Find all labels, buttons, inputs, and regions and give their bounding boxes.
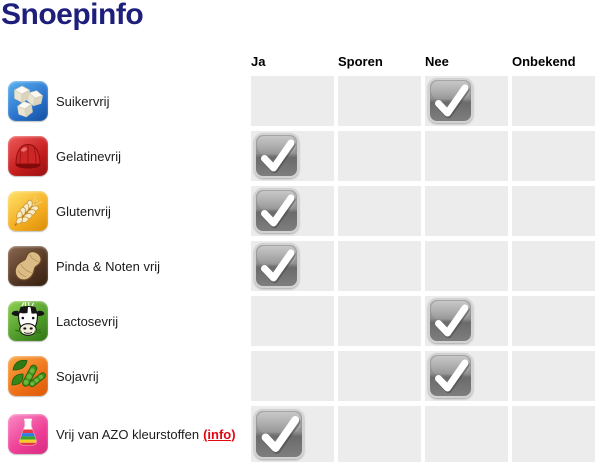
jelly-art (15, 143, 41, 169)
column-header-sporen: Sporen (338, 54, 383, 69)
checkmark-icon (254, 133, 299, 178)
table-cell (425, 241, 508, 291)
table-cell (512, 241, 595, 291)
wheat-icon (8, 191, 48, 231)
checkmark-glyph (435, 304, 470, 339)
sugar-cubes-icon (8, 81, 48, 121)
table-cell (338, 76, 421, 126)
row-label-sojavrij: Sojavrij (56, 368, 99, 384)
checkmark-glyph (261, 139, 296, 174)
row-label-azo-group: Vrij van AZO kleurstoffen (info) (56, 406, 246, 462)
cow-art (11, 301, 45, 336)
table-cell (338, 351, 421, 401)
checkmark-icon (254, 243, 299, 288)
column-header-ja: Ja (251, 54, 266, 69)
column-header-onbekend: Onbekend (512, 54, 576, 69)
flask-art (19, 418, 37, 446)
checkmark-icon (428, 298, 473, 343)
table-cell (338, 296, 421, 346)
cow-icon (8, 301, 48, 341)
table-cell (251, 351, 334, 401)
soy-pods-art (11, 359, 46, 388)
table-cell (425, 186, 508, 236)
checkmark-icon (428, 78, 473, 123)
sugar-cubes-art (13, 85, 44, 118)
table-cell (338, 406, 421, 462)
table-cell (338, 186, 421, 236)
table-cell (338, 241, 421, 291)
row-label-azo-text: Vrij van AZO kleurstoffen (56, 426, 200, 442)
checkmark-glyph (261, 249, 296, 284)
table-cell (425, 131, 508, 181)
peanut-icon (8, 246, 48, 286)
table-cell (338, 131, 421, 181)
table-cell (512, 76, 595, 126)
table-cell (512, 186, 595, 236)
checkmark-icon (254, 409, 304, 459)
row-label-gelatinevrij: Gelatinevrij (56, 148, 122, 164)
chemistry-flask-icon (8, 414, 48, 454)
table-cell (512, 296, 595, 346)
table-cell (251, 296, 334, 346)
checkmark-glyph (435, 359, 470, 394)
wheat-art (14, 195, 43, 226)
table-cell (512, 351, 595, 401)
row-label-pinda-noten-vrij: Pinda & Noten vrij (56, 258, 161, 274)
jelly-pudding-icon (8, 136, 48, 176)
table-cell (425, 406, 508, 462)
table-cell (251, 76, 334, 126)
table-cell (512, 131, 595, 181)
page-title: Snoepinfo (1, 0, 144, 31)
checkmark-glyph (261, 416, 301, 454)
checkmark-icon (254, 188, 299, 233)
table-cell (512, 406, 595, 462)
peanut-art (14, 250, 42, 281)
row-label-lactosevrij: Lactosevrij (56, 313, 119, 329)
checkmark-glyph (261, 194, 296, 229)
soy-pods-icon (8, 356, 48, 396)
row-label-suikervrij: Suikervrij (56, 93, 110, 109)
checkmark-glyph (435, 84, 470, 119)
info-link[interactable]: (info) (203, 426, 236, 442)
row-label-glutenvrij: Glutenvrij (56, 203, 111, 219)
column-header-nee: Nee (425, 54, 449, 69)
checkmark-icon (428, 353, 473, 398)
